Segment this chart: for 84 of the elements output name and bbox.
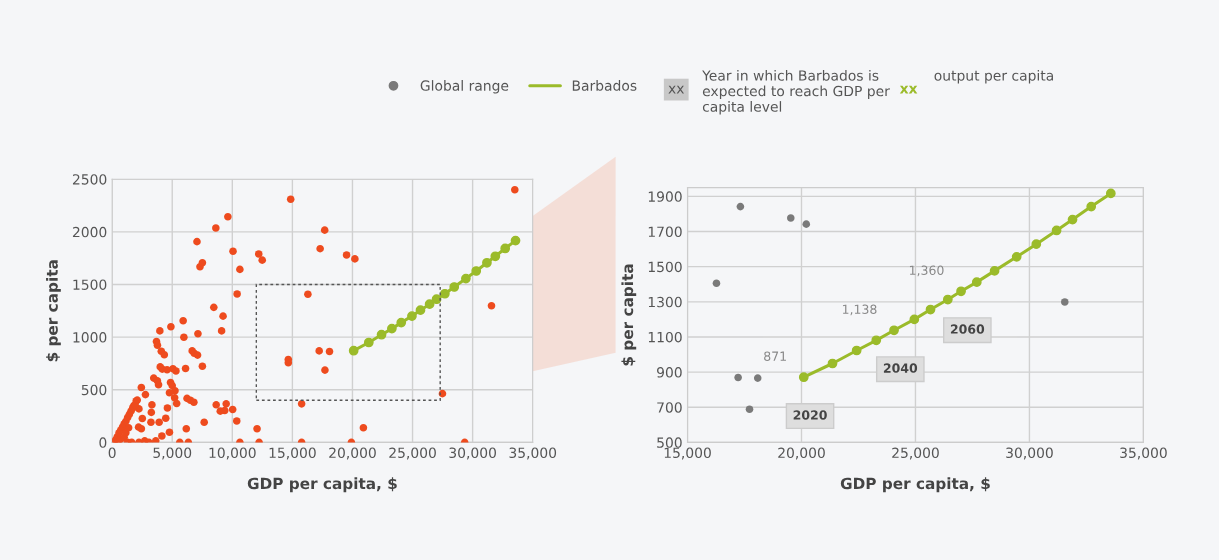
point: [798, 372, 809, 383]
text: output per capita: [934, 70, 1053, 84]
y-tick-label: 900: [657, 367, 682, 378]
text: xx: [668, 85, 684, 94]
x-axis-title: GDP per capita, $: [247, 477, 397, 493]
x-tick-label: 35,000: [1120, 447, 1167, 460]
point: [745, 405, 754, 413]
y-tick-label: 1300: [648, 296, 682, 308]
point: [956, 286, 966, 297]
point: [827, 358, 838, 369]
y-tick-label: 500: [81, 384, 107, 396]
point: [348, 345, 359, 356]
point: [1011, 251, 1022, 262]
point: [736, 202, 745, 211]
x-axis-title: GDP per capita, $: [840, 477, 990, 493]
x-tick-label: 5,000: [153, 447, 192, 460]
point: [989, 266, 1000, 276]
annotation: 2020: [793, 410, 827, 420]
data-label: 871: [764, 351, 786, 361]
y-tick-label: 700: [657, 402, 682, 413]
x-tick-label: 0: [108, 447, 116, 459]
point: [407, 311, 417, 321]
point: [1105, 188, 1116, 199]
y-tick-label: 500: [657, 437, 682, 448]
text: Year in which Barbados is expected to reach GDP per capita level: [702, 70, 890, 115]
legend-label: Barbados: [572, 80, 637, 91]
x-tick-label: 25,000: [892, 447, 939, 460]
point: [851, 345, 862, 356]
point: [415, 305, 426, 316]
point: [490, 251, 501, 262]
point: [500, 243, 511, 254]
data-label: 1,360: [909, 265, 944, 277]
point: [1060, 298, 1069, 306]
point: [363, 337, 374, 348]
point: [712, 279, 721, 287]
y-tick-label: 1500: [73, 279, 107, 290]
point: [871, 335, 882, 346]
y-tick-label: 2500: [72, 174, 107, 185]
point: [1051, 225, 1062, 236]
y-tick-label: 1900: [648, 191, 682, 202]
annotation: 2060: [950, 324, 985, 334]
annotation: 2040: [883, 363, 918, 373]
point: [461, 273, 471, 284]
y-axis-title: $ per capita: [46, 260, 61, 362]
y-tick-label: 0: [99, 437, 107, 448]
point: [942, 294, 953, 305]
point: [753, 374, 762, 382]
x-tick-label: 20,000: [329, 447, 376, 460]
x-tick-label: 15,000: [664, 447, 711, 460]
point: [889, 325, 899, 336]
point: [802, 220, 811, 228]
point: [471, 266, 482, 276]
point: [1086, 201, 1097, 212]
point: [510, 235, 521, 246]
x-tick-label: 30,000: [449, 447, 496, 460]
point: [786, 214, 795, 222]
point: [396, 317, 407, 328]
y-axis-title: $ per capita: [621, 264, 637, 366]
point: [387, 323, 397, 334]
legend-label: Global range: [420, 80, 509, 94]
y-tick-label: 1500: [648, 261, 682, 273]
point: [482, 257, 492, 268]
point: [925, 304, 936, 315]
y-tick-label: 1700: [648, 226, 682, 238]
point: [440, 288, 450, 299]
point: [449, 282, 460, 292]
x-tick-label: 35,000: [509, 447, 557, 460]
x-tick-label: 25,000: [389, 447, 436, 460]
text: xx: [899, 85, 918, 94]
x-tick-label: 30,000: [1006, 447, 1053, 460]
data-label: 1,138: [842, 304, 877, 316]
x-tick-label: 20,000: [778, 447, 825, 460]
y-tick-label: 2000: [72, 226, 107, 238]
point: [971, 277, 982, 288]
x-tick-label: 15,000: [269, 447, 316, 460]
x-tick-label: 10,000: [209, 447, 256, 460]
y-tick-label: 1100: [648, 331, 682, 343]
y-tick-label: 1000: [73, 332, 107, 343]
point: [1031, 239, 1042, 250]
point: [1067, 214, 1078, 225]
point: [376, 329, 387, 340]
point: [734, 373, 742, 382]
point: [424, 299, 435, 310]
point: [909, 314, 920, 325]
